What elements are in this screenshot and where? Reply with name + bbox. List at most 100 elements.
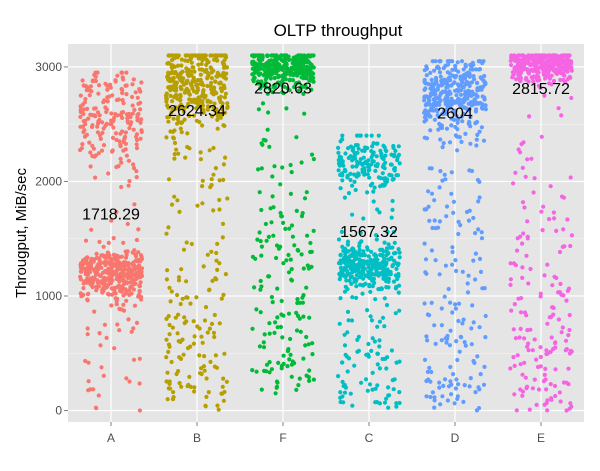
data-point (105, 83, 110, 88)
plot-area (68, 44, 584, 422)
data-point (93, 153, 98, 158)
data-point (278, 182, 283, 187)
data-point (202, 368, 207, 373)
data-point (173, 70, 178, 75)
data-point (207, 148, 212, 153)
data-point (297, 300, 303, 305)
data-point (190, 78, 195, 83)
data-point (199, 61, 204, 67)
data-point (358, 157, 363, 162)
data-point (279, 298, 284, 304)
data-point (117, 288, 123, 293)
data-point (473, 390, 478, 395)
data-point (362, 166, 367, 171)
data-point (87, 88, 92, 93)
data-point (518, 310, 524, 315)
data-point (281, 220, 286, 225)
data-point (179, 267, 184, 272)
data-point (134, 146, 140, 151)
data-point (567, 327, 572, 333)
data-point (480, 286, 485, 291)
data-point (455, 396, 460, 401)
data-point (264, 369, 269, 374)
data-point (508, 261, 513, 266)
data-point (215, 241, 220, 246)
data-point (454, 73, 459, 79)
data-point (222, 95, 227, 100)
data-point (382, 259, 387, 264)
data-point (83, 238, 89, 243)
data-point (529, 56, 534, 62)
data-point (545, 398, 550, 403)
data-point (394, 404, 399, 409)
data-point (525, 384, 530, 389)
data-point (363, 281, 368, 286)
data-point (563, 338, 569, 343)
y-axis: 0 1000 2000 3000 (35, 60, 68, 418)
data-point (202, 354, 207, 359)
data-point (308, 64, 314, 70)
data-point (269, 220, 274, 225)
data-point (435, 87, 440, 92)
data-point (308, 61, 313, 66)
x-tick-label: D (451, 431, 460, 445)
data-point (518, 234, 523, 239)
data-point (170, 76, 175, 81)
data-point (184, 66, 189, 71)
data-point (342, 382, 347, 388)
data-point (178, 97, 183, 102)
data-point (389, 215, 394, 220)
data-point (532, 337, 537, 342)
data-point (296, 80, 301, 85)
data-point (169, 202, 175, 207)
data-point (97, 83, 102, 88)
data-point (123, 249, 128, 254)
data-point (384, 396, 389, 401)
data-point (391, 177, 396, 182)
data-point (220, 384, 225, 389)
data-point (299, 160, 304, 165)
data-point (376, 133, 381, 138)
data-point (425, 338, 430, 343)
data-point (287, 57, 292, 63)
median-labels: 1718.29 2624.34 2820.63 1567.32 2604 2815.72 (82, 80, 570, 241)
data-point (338, 186, 343, 191)
data-point (473, 231, 478, 236)
data-point (215, 403, 220, 408)
data-point (538, 354, 543, 360)
data-point (126, 158, 131, 163)
data-point (203, 305, 209, 310)
data-point (550, 283, 555, 288)
data-point (568, 243, 573, 249)
data-point (368, 289, 373, 294)
data-point (187, 113, 192, 119)
data-point (261, 340, 266, 345)
data-point (392, 168, 397, 173)
data-point (564, 298, 569, 303)
data-point (196, 95, 201, 100)
data-point (209, 114, 215, 119)
data-point (561, 380, 567, 385)
data-point (114, 302, 119, 307)
data-point (181, 247, 187, 252)
data-point (172, 140, 178, 146)
data-point (103, 123, 108, 128)
data-point (397, 250, 402, 255)
data-point (95, 121, 101, 126)
data-point (168, 93, 173, 98)
data-point (294, 208, 299, 213)
data-point (198, 371, 203, 376)
data-point (346, 191, 352, 196)
data-point (375, 351, 380, 356)
data-point (218, 73, 223, 78)
data-point (530, 386, 536, 391)
data-point (543, 73, 548, 78)
data-point (448, 364, 453, 370)
data-point (178, 94, 183, 99)
data-point (217, 178, 222, 183)
data-point (391, 143, 396, 149)
series-C (336, 133, 402, 410)
data-point (532, 377, 537, 382)
data-point (524, 253, 529, 258)
data-point (131, 77, 136, 82)
